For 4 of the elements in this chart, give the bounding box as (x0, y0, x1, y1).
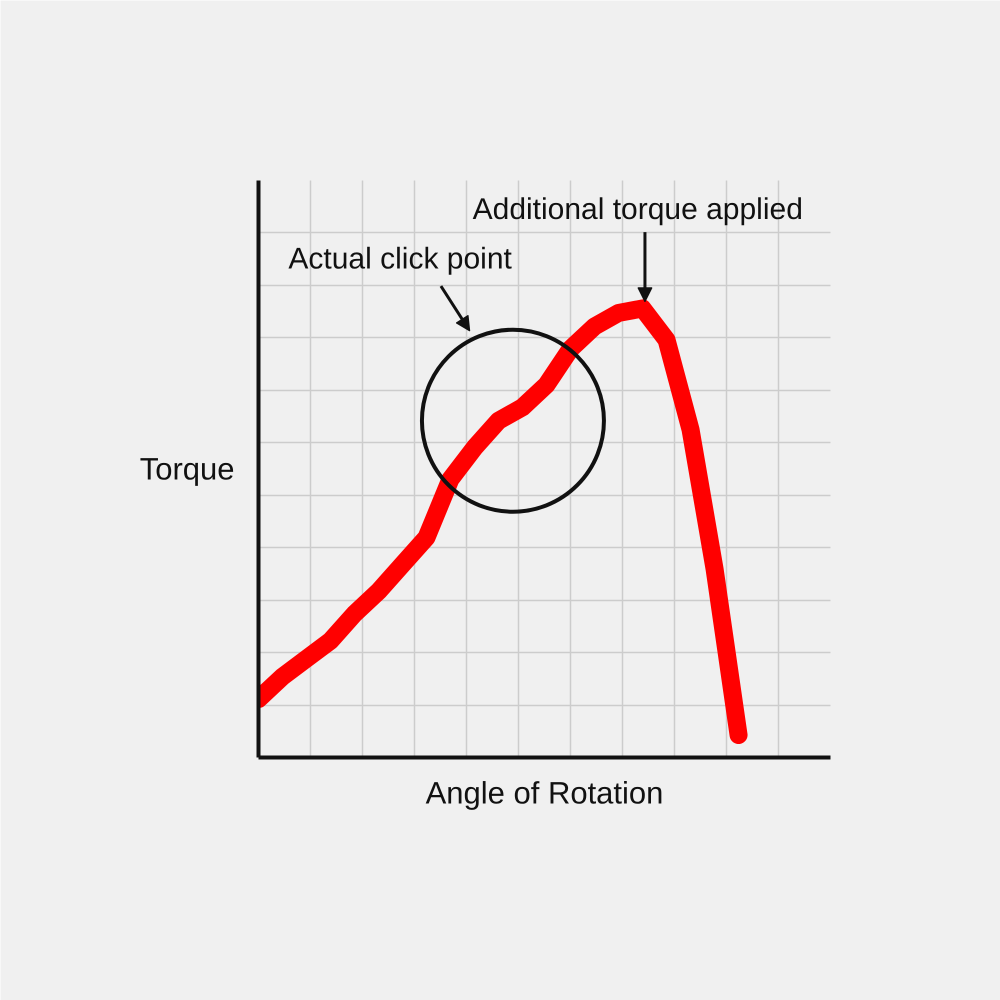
x-axis-title: Angle of Rotation (426, 776, 664, 810)
y-axis-title: Torque (140, 452, 235, 486)
text: Actual click point (288, 242, 512, 276)
text: Additional torque applied (472, 193, 803, 226)
